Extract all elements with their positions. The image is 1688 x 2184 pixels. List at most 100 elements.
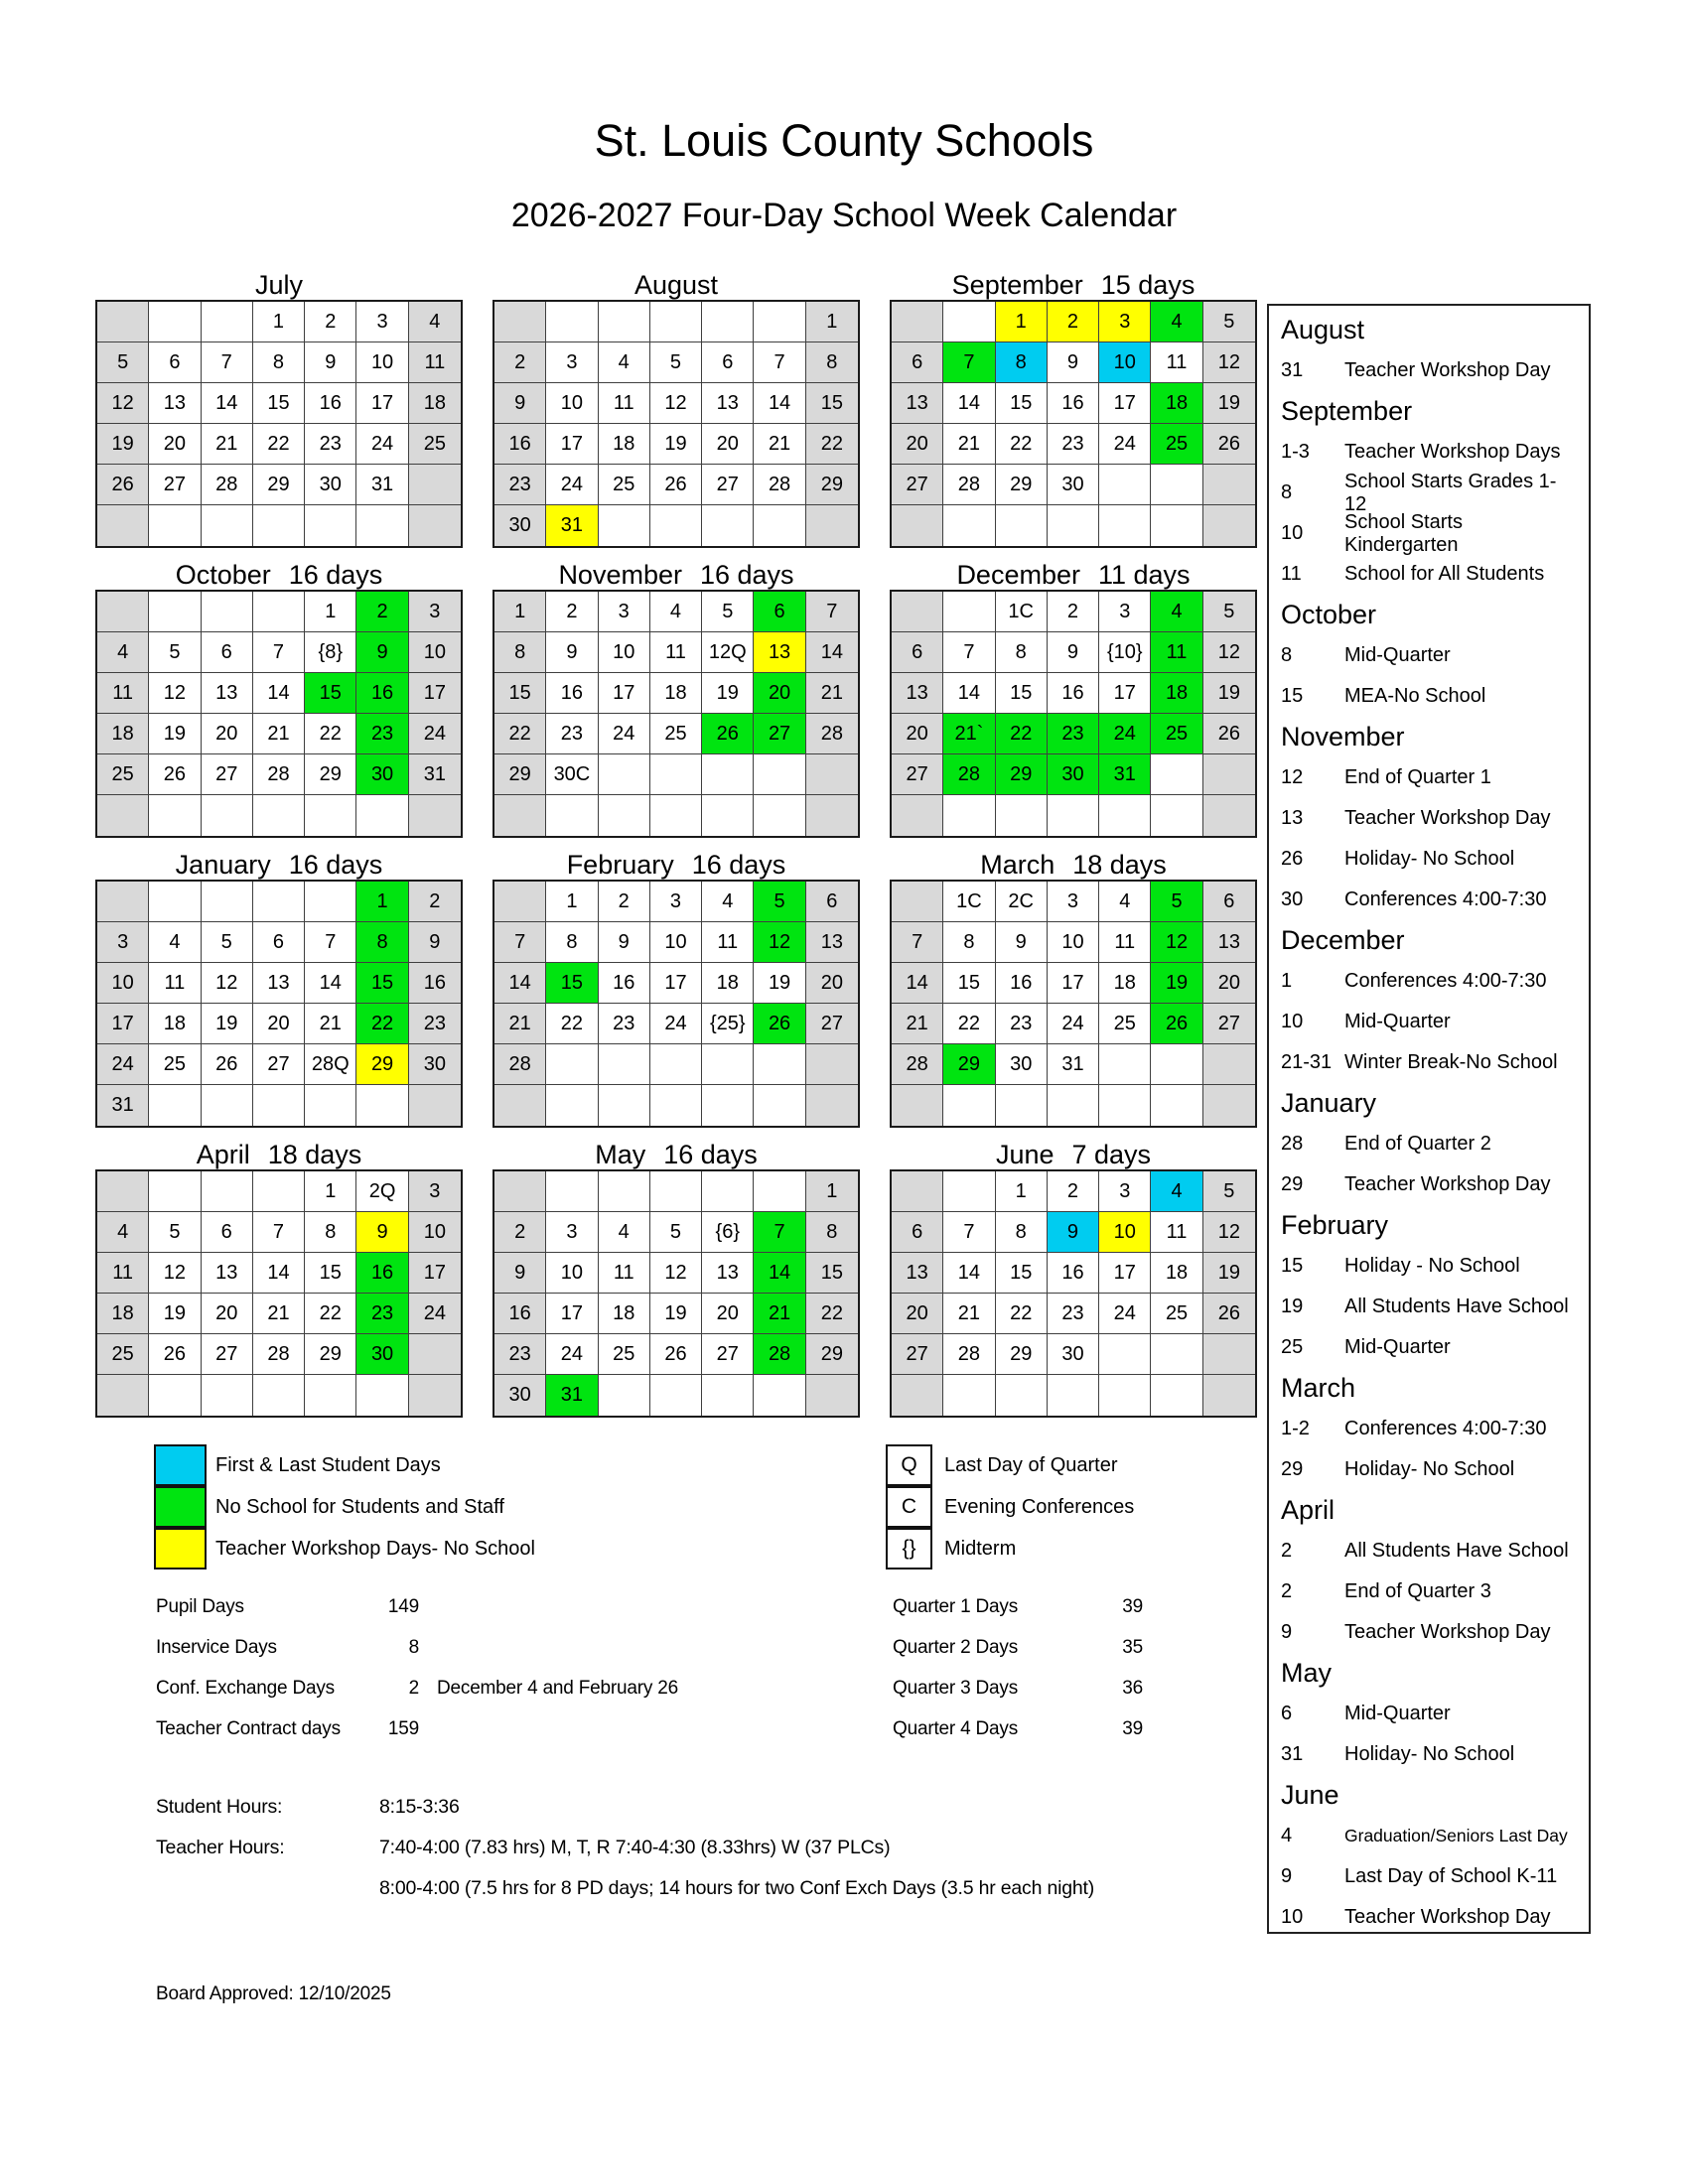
day-cell: 27 bbox=[754, 714, 806, 754]
day-cell: 2 bbox=[305, 302, 357, 342]
day-cell bbox=[1202, 1334, 1255, 1375]
day-cell: 24 bbox=[598, 714, 650, 754]
day-cell bbox=[97, 592, 150, 632]
day-cell: 11 bbox=[97, 673, 150, 714]
day-cell: 4 bbox=[649, 592, 703, 632]
day-cell bbox=[252, 1085, 306, 1126]
day-cell bbox=[305, 1085, 357, 1126]
event-date: 29 bbox=[1281, 1458, 1304, 1480]
legend-label: Teacher Workshop Days- No School bbox=[215, 1537, 535, 1560]
sidebar-month-header: November bbox=[1281, 722, 1405, 751]
day-cell: 14 bbox=[943, 1253, 996, 1294]
day-cell: 29 bbox=[356, 1044, 409, 1085]
event-date: 28 bbox=[1281, 1133, 1304, 1155]
day-cell bbox=[356, 1085, 409, 1126]
day-cell: 11 bbox=[1099, 922, 1152, 963]
day-cell bbox=[408, 1085, 461, 1126]
day-cell bbox=[305, 795, 357, 836]
day-cell bbox=[1151, 795, 1203, 836]
hours-row: 8:00-4:00 (7.5 hrs for 8 PD days; 14 hou… bbox=[156, 1868, 1094, 1909]
day-cell: 1C bbox=[943, 882, 996, 922]
day-cell: 19 bbox=[149, 714, 202, 754]
day-cell bbox=[1151, 1044, 1203, 1085]
event-label: Mid-Quarter bbox=[1344, 1703, 1451, 1724]
day-cell: 22 bbox=[305, 1294, 357, 1334]
day-cell: 5 bbox=[1202, 1171, 1255, 1212]
day-cell: 26 bbox=[649, 465, 703, 505]
day-cell: 28 bbox=[252, 1334, 306, 1375]
day-cell: 20 bbox=[754, 673, 806, 714]
month-days-count: 7 days bbox=[1071, 1140, 1152, 1169]
event-date: 10 bbox=[1281, 1011, 1304, 1032]
day-cell: 22 bbox=[943, 1004, 996, 1044]
day-cell: 19 bbox=[702, 673, 755, 714]
legend-symbol-item: Q Last Day of Quarter bbox=[886, 1444, 1134, 1486]
day-cell bbox=[943, 1085, 996, 1126]
day-cell bbox=[97, 882, 150, 922]
day-cell bbox=[754, 302, 806, 342]
stat-note: December 4 and February 26 bbox=[437, 1677, 678, 1699]
day-cell: 4 bbox=[1099, 882, 1152, 922]
day-cell: 18 bbox=[1151, 673, 1203, 714]
sidebar-event-row: 6 Mid-Quarter bbox=[1281, 1694, 1577, 1734]
day-cell: 13 bbox=[201, 673, 253, 714]
day-cell bbox=[1202, 795, 1255, 836]
sidebar-event-row: 9 Teacher Workshop Day bbox=[1281, 1612, 1577, 1653]
day-cell: 15 bbox=[995, 673, 1048, 714]
day-cell bbox=[149, 1375, 202, 1416]
day-cell: {10} bbox=[1099, 632, 1152, 673]
month-grid: 1 2 3 4 5 6 7 8 9 10 11 12 13 14 15 16 17 18 19 20 21 22 23 24{… bbox=[492, 880, 860, 1128]
page-title: St. Louis County Schools bbox=[594, 115, 1094, 166]
month-days-count: 11 days bbox=[1097, 560, 1191, 590]
day-cell: 20 bbox=[201, 714, 253, 754]
day-cell bbox=[1151, 1375, 1203, 1416]
day-cell bbox=[805, 1375, 858, 1416]
stat-label: Conf. Exchange Days bbox=[156, 1677, 335, 1699]
day-cell: 13 bbox=[1202, 922, 1255, 963]
day-cell: 10 bbox=[1099, 1212, 1152, 1253]
day-cell: 30 bbox=[494, 1375, 547, 1416]
day-cell: 25 bbox=[1151, 424, 1203, 465]
event-date: 21-31 bbox=[1281, 1051, 1333, 1073]
month-grid: 1 2 3 4 5 6 7 {8} 9 10 11 12 13 14 15 16 17 18 19 20 21 22 23 2… bbox=[95, 590, 463, 838]
sidebar-event-row: 1-3 Teacher Workshop Days bbox=[1281, 432, 1577, 473]
day-cell: 11 bbox=[408, 342, 461, 383]
sidebar-event-row: 28 End of Quarter 2 bbox=[1281, 1124, 1577, 1164]
event-label: School for All Students bbox=[1344, 563, 1545, 585]
legend-symbol-item: {} Midterm bbox=[886, 1528, 1134, 1570]
day-cell: 3 bbox=[1099, 302, 1152, 342]
day-cell bbox=[1099, 1334, 1152, 1375]
legend-color-swatch bbox=[154, 1528, 207, 1570]
day-cell: 17 bbox=[1099, 1253, 1152, 1294]
sidebar-event-row: 26 Holiday- No School bbox=[1281, 839, 1577, 880]
day-cell bbox=[149, 302, 202, 342]
month-days-count: 16 days bbox=[288, 850, 383, 880]
day-cell: 5 bbox=[1202, 302, 1255, 342]
day-cell: 10 bbox=[546, 383, 599, 424]
sidebar-event-row: 25 Mid-Quarter bbox=[1281, 1327, 1577, 1368]
day-cell: 3 bbox=[1047, 882, 1100, 922]
day-cell: 25 bbox=[149, 1044, 202, 1085]
legend-color-item: First & Last Student Days bbox=[154, 1444, 535, 1486]
day-cell: 24 bbox=[1099, 1294, 1152, 1334]
sidebar-month-header: February bbox=[1281, 1210, 1389, 1240]
month-grid: 1 2 3 4 5 6 7 8 9 10 11 12 13 14 15 16 17 18 19 20 21 22 23 24 2… bbox=[492, 300, 860, 548]
day-cell: 15 bbox=[252, 383, 306, 424]
day-cell: 26 bbox=[754, 1004, 806, 1044]
day-cell bbox=[408, 465, 461, 505]
day-cell: 18 bbox=[1151, 1253, 1203, 1294]
stat-value: 159 bbox=[387, 1717, 419, 1739]
month-days-count: 16 days bbox=[663, 1140, 758, 1169]
day-cell: 1C bbox=[995, 592, 1048, 632]
hours-value: 7:40-4:00 (7.83 hrs) M, T, R 7:40-4:30 (… bbox=[379, 1837, 891, 1858]
day-cell: 26 bbox=[1202, 1294, 1255, 1334]
day-cell: 23 bbox=[494, 465, 547, 505]
day-cell: 4 bbox=[408, 302, 461, 342]
day-cell: 11 bbox=[149, 963, 202, 1004]
day-cell: 7 bbox=[252, 1212, 306, 1253]
day-cell bbox=[805, 795, 858, 836]
day-cell: 8 bbox=[252, 342, 306, 383]
day-cell: 3 bbox=[1099, 592, 1152, 632]
day-cell: 4 bbox=[598, 342, 650, 383]
event-date: 11 bbox=[1281, 563, 1302, 585]
